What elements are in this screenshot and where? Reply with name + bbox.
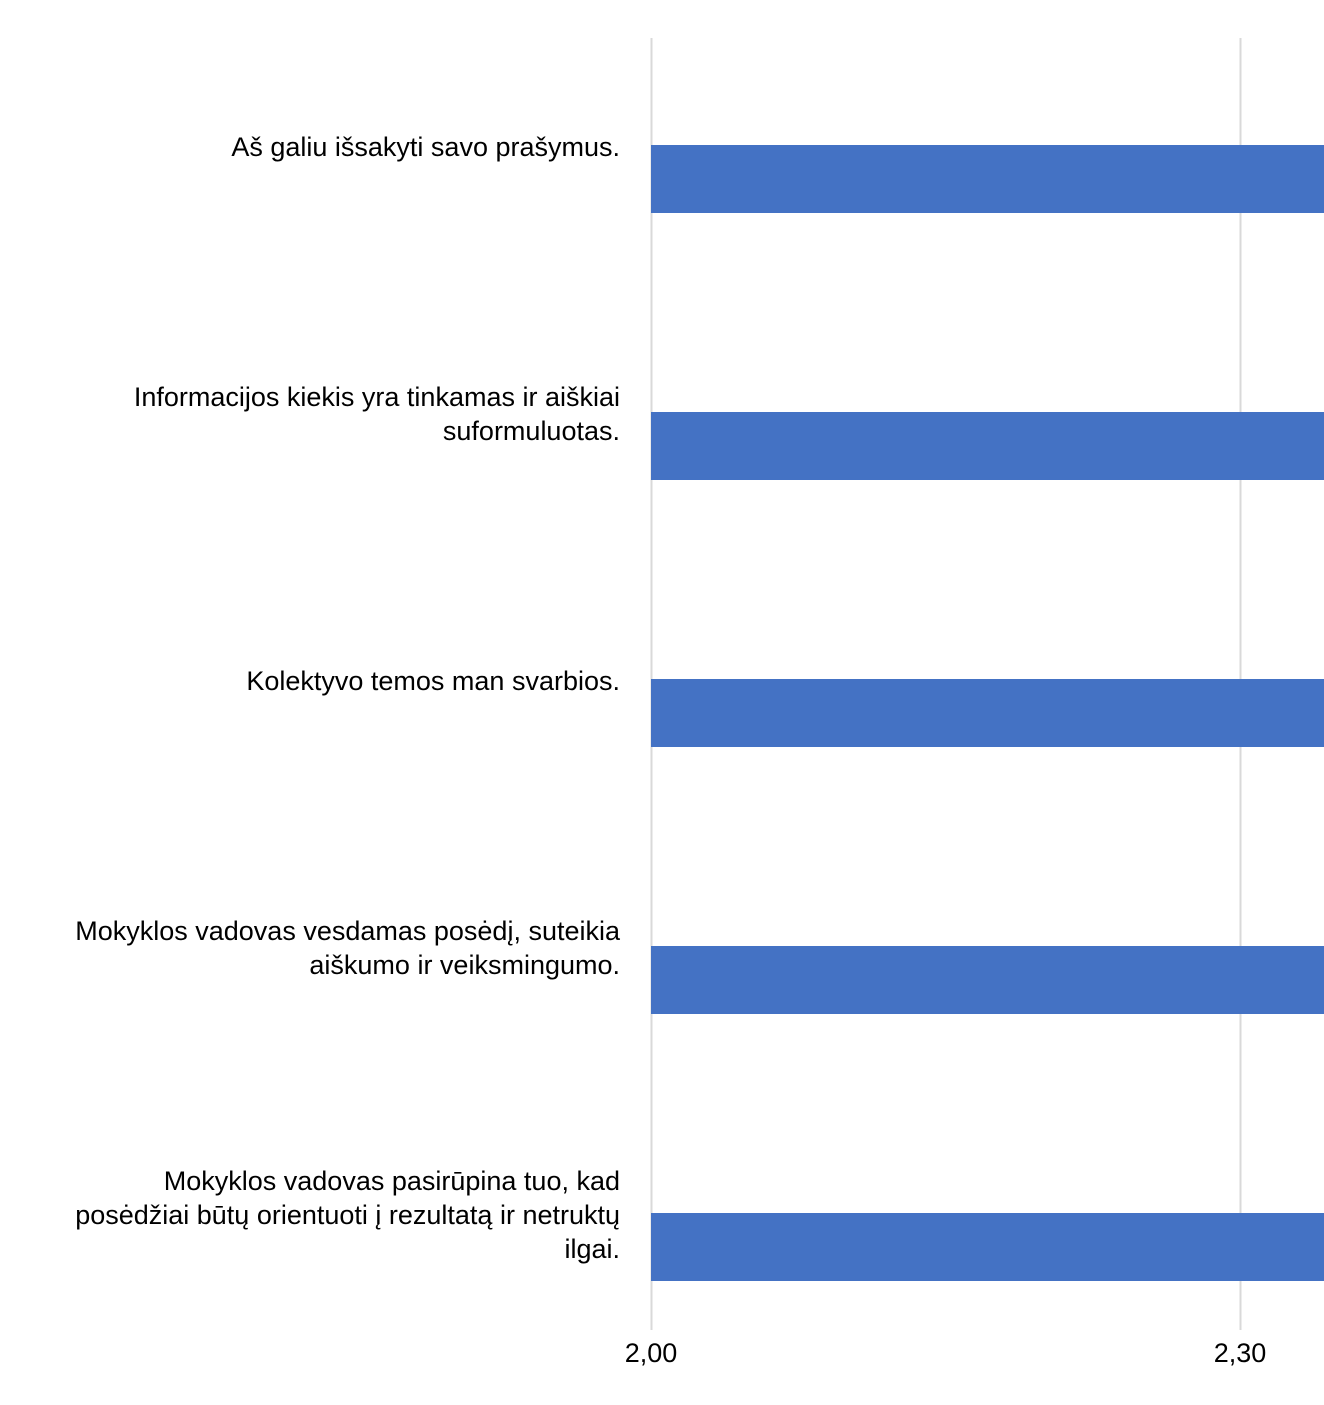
x-tick-label: 2,00 bbox=[625, 1338, 678, 1368]
category-label: aiškumo ir veiksmingumo. bbox=[309, 950, 620, 980]
bar bbox=[651, 679, 1324, 747]
bar bbox=[651, 946, 1324, 1014]
bar bbox=[651, 145, 1324, 213]
x-tick-label: 2,30 bbox=[1214, 1338, 1267, 1368]
category-label: Mokyklos vadovas pasirūpina tuo, kad bbox=[164, 1166, 620, 1196]
category-label: ilgai. bbox=[564, 1234, 620, 1264]
category-label: posėdžiai būtų orientuoti į rezultatą ir… bbox=[75, 1200, 620, 1230]
bar bbox=[651, 412, 1324, 480]
bars bbox=[651, 145, 1324, 1281]
category-label: Kolektyvo temos man svarbios. bbox=[246, 666, 620, 696]
bar bbox=[651, 1213, 1324, 1281]
x-axis-tick-labels: 2,002,302,602,903,203,503,80 bbox=[625, 1338, 1267, 1368]
category-label: Aš galiu išsakyti savo prašymus. bbox=[231, 132, 620, 162]
category-labels: Aš galiu išsakyti savo prašymus. Informac… bbox=[75, 132, 621, 1264]
category-label: Mokyklos vadovas vesdamas posėdį, suteik… bbox=[75, 916, 621, 946]
category-label: suformuluotas. bbox=[443, 416, 620, 446]
category-label: Informacijos kiekis yra tinkamas ir aišk… bbox=[134, 382, 620, 412]
